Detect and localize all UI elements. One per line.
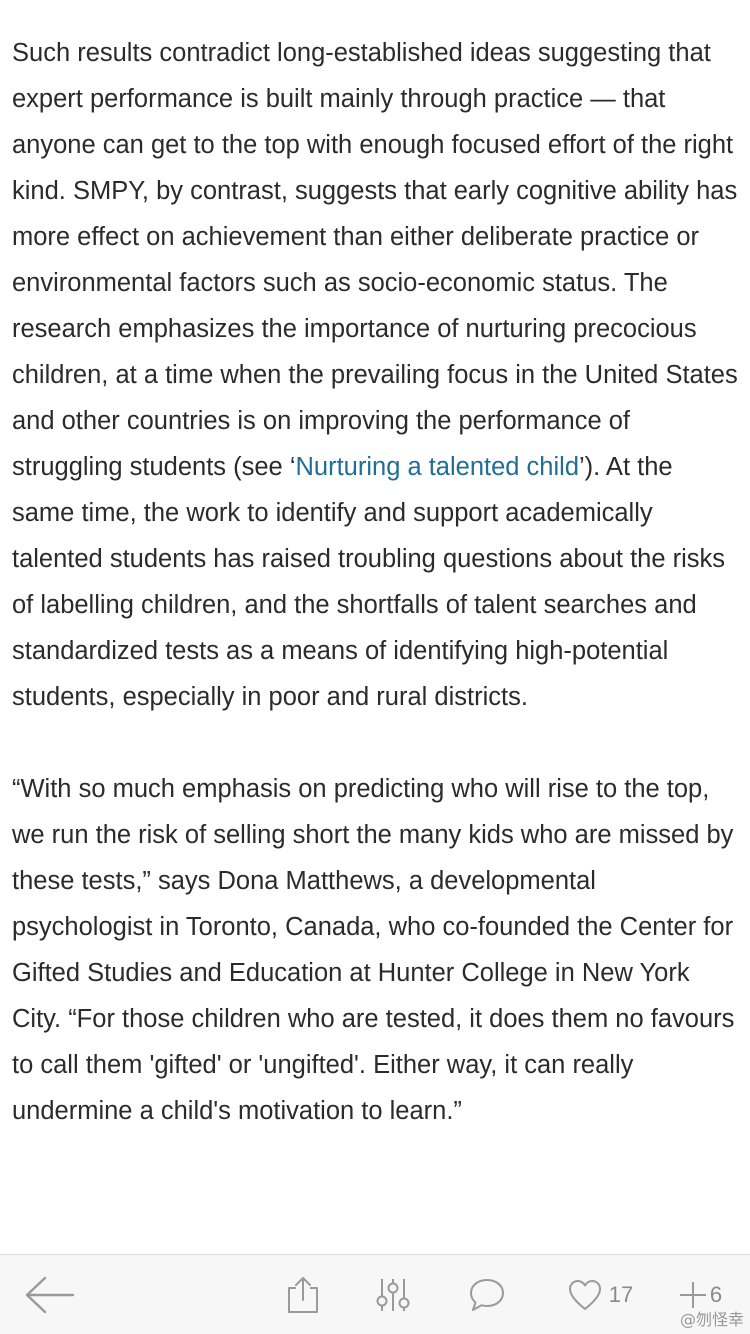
article-paragraph: Such results contradict long-established… <box>12 30 740 720</box>
share-icon <box>286 1276 320 1314</box>
bottom-toolbar: 17 6 @刎怪幸 <box>0 1254 750 1334</box>
watermark: @刎怪幸 <box>679 1310 744 1329</box>
sliders-icon <box>374 1277 412 1313</box>
text-settings-button[interactable] <box>368 1255 418 1334</box>
comment-button[interactable] <box>462 1255 512 1334</box>
paragraph-text: ’). At the same time, the work to identi… <box>12 453 726 711</box>
article-body: Such results contradict long-established… <box>12 30 740 1254</box>
add-button[interactable]: 6 <box>668 1255 732 1334</box>
plus-icon <box>678 1280 708 1310</box>
comment-bubble-icon <box>468 1277 506 1313</box>
add-count: 6 <box>709 1282 723 1307</box>
like-button[interactable]: 17 <box>560 1255 640 1334</box>
back-arrow-icon <box>23 1275 75 1315</box>
paragraph-text: Such results contradict long-established… <box>12 39 738 481</box>
share-button[interactable] <box>278 1255 328 1334</box>
nurturing-talented-child-link[interactable]: Nurturing a talented child <box>295 453 580 481</box>
article-paragraph: “With so much emphasis on predicting who… <box>12 775 735 1125</box>
heart-icon <box>567 1278 603 1312</box>
back-button[interactable] <box>14 1255 84 1334</box>
like-count: 17 <box>608 1282 634 1307</box>
